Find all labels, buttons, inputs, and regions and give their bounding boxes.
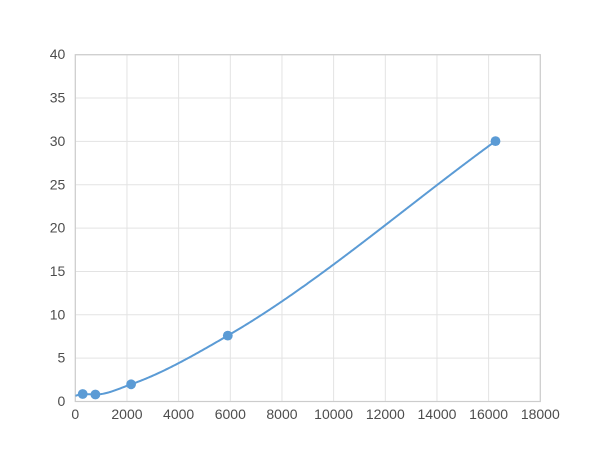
- svg-text:6000: 6000: [215, 406, 246, 422]
- svg-text:0: 0: [71, 406, 79, 422]
- svg-text:14000: 14000: [418, 406, 457, 422]
- svg-text:25: 25: [50, 176, 66, 192]
- svg-text:10: 10: [50, 306, 66, 322]
- svg-text:16000: 16000: [469, 406, 508, 422]
- svg-text:4000: 4000: [163, 406, 194, 422]
- svg-text:0: 0: [58, 393, 66, 409]
- svg-text:2000: 2000: [111, 406, 142, 422]
- svg-text:40: 40: [50, 46, 66, 62]
- svg-text:18000: 18000: [521, 406, 560, 422]
- svg-text:20: 20: [50, 220, 66, 236]
- svg-text:15: 15: [50, 263, 66, 279]
- svg-text:35: 35: [50, 90, 66, 106]
- svg-text:10000: 10000: [314, 406, 353, 422]
- svg-text:5: 5: [58, 350, 66, 366]
- svg-text:12000: 12000: [366, 406, 405, 422]
- svg-text:8000: 8000: [266, 406, 297, 422]
- svg-text:30: 30: [50, 133, 66, 149]
